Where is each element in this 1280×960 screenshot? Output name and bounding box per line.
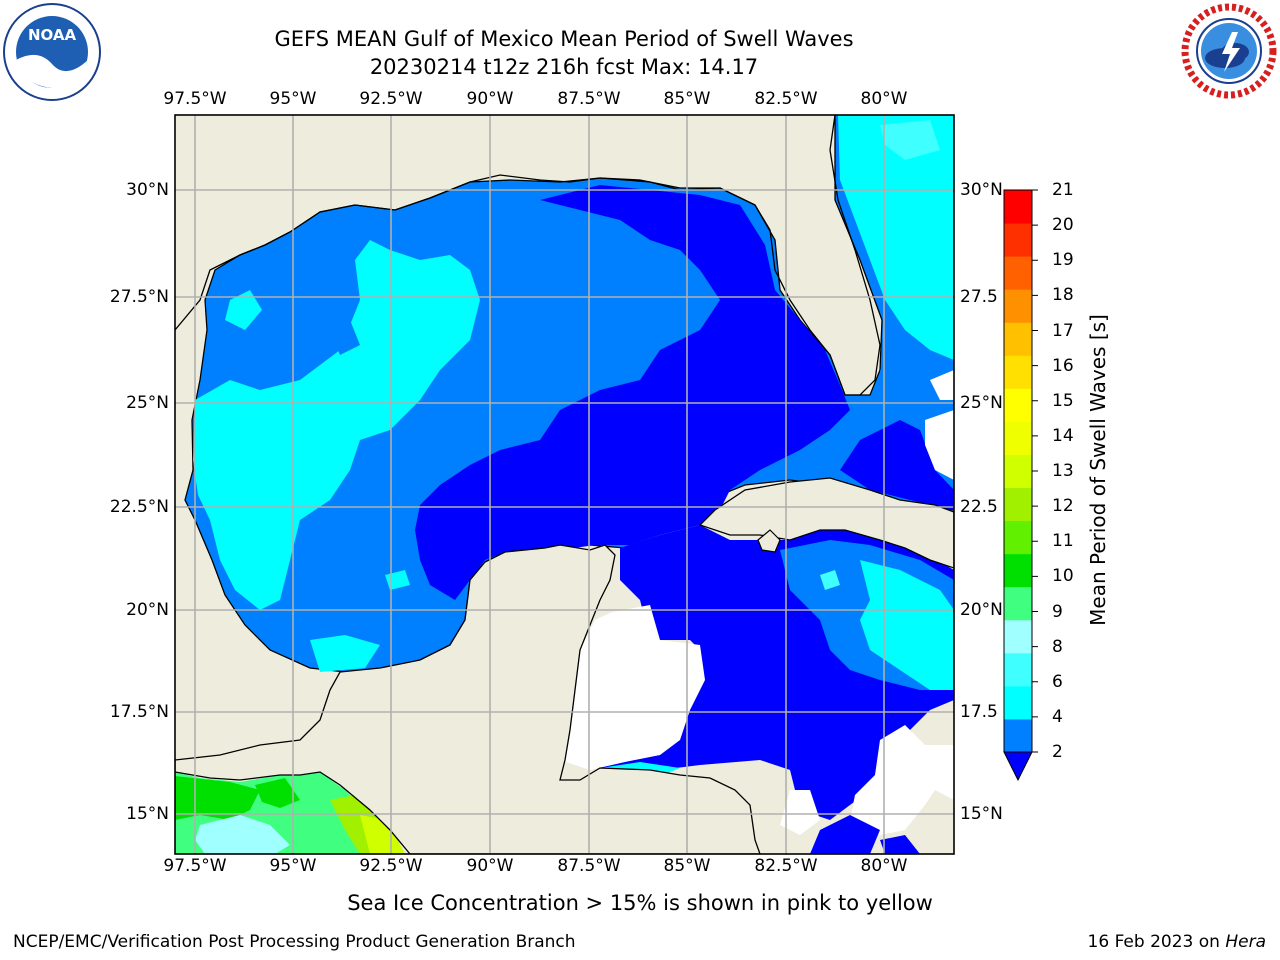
lon-label-top: 97.5°W bbox=[163, 89, 227, 109]
colorbar-swatch bbox=[1004, 586, 1032, 621]
colorbar-swatch bbox=[1004, 355, 1032, 389]
lat-label-left: 27.5°N bbox=[109, 287, 169, 307]
lat-label-right: 25°N bbox=[960, 393, 1003, 413]
colorbar-tick-label: 10 bbox=[1052, 566, 1074, 587]
lon-label-bottom: 95°W bbox=[269, 856, 317, 876]
colorbar-swatch bbox=[1004, 619, 1032, 654]
colorbar-tick-label: 19 bbox=[1052, 250, 1074, 271]
colorbar-tick-label: 2 bbox=[1052, 742, 1063, 762]
colorbar-tick-label: 6 bbox=[1052, 671, 1063, 692]
lon-label-top: 92.5°W bbox=[359, 89, 423, 109]
lon-label-bottom: 97.5°W bbox=[163, 856, 227, 876]
lat-label-left: 30°N bbox=[126, 180, 169, 200]
lon-label-bottom: 85°W bbox=[663, 856, 711, 876]
colorbar-tick-label: 21 bbox=[1052, 180, 1074, 200]
lon-label-top: 85°W bbox=[663, 89, 711, 109]
colorbar bbox=[1003, 189, 1038, 782]
colorbar-extend-triangle bbox=[1003, 751, 1033, 782]
lat-label-left: 22.5°N bbox=[109, 497, 169, 517]
map-frame bbox=[174, 114, 955, 855]
sea-ice-footnote: Sea Ice Concentration > 15% is shown in … bbox=[0, 891, 1280, 915]
lat-label-right: 22.5 bbox=[960, 497, 998, 517]
colorbar-swatch bbox=[1004, 652, 1032, 687]
graticule bbox=[175, 115, 954, 854]
colorbar-tick-label: 12 bbox=[1052, 496, 1074, 517]
lon-label-top: 80°W bbox=[860, 89, 908, 109]
lon-label-bottom: 87.5°W bbox=[557, 856, 621, 876]
colorbar-swatch bbox=[1004, 190, 1032, 224]
lat-label-right: 27.5 bbox=[960, 287, 998, 307]
lat-label-left: 15°N bbox=[126, 804, 169, 824]
colorbar-tick-label: 15 bbox=[1052, 390, 1074, 411]
yucatan-land bbox=[175, 544, 761, 854]
nws-logo bbox=[1180, 2, 1278, 100]
colorbar-tick-label: 18 bbox=[1052, 285, 1074, 306]
colorbar-tick-label: 9 bbox=[1052, 601, 1063, 622]
lon-label-bottom: 80°W bbox=[860, 856, 908, 876]
colorbar-tick-label: 11 bbox=[1052, 531, 1074, 552]
lat-label-right: 15°N bbox=[960, 804, 1003, 824]
colorbar-tick-label: 13 bbox=[1052, 461, 1074, 481]
lon-label-top: 90°W bbox=[466, 89, 514, 109]
colorbar-tick-label: 20 bbox=[1052, 215, 1074, 236]
colorbar-label: Mean Period of Swell Waves [s] bbox=[1086, 314, 1110, 626]
colorbar-swatch bbox=[1004, 223, 1032, 257]
colorbar-tick-label: 16 bbox=[1052, 355, 1074, 376]
colorbar-swatch bbox=[1004, 718, 1032, 753]
colorbar-swatch bbox=[1004, 685, 1032, 720]
lon-label-bottom: 90°W bbox=[466, 856, 514, 876]
lat-label-left: 17.5°N bbox=[109, 702, 169, 722]
lon-label-bottom: 82.5°W bbox=[754, 856, 818, 876]
dark-blue-region bbox=[415, 185, 850, 600]
colorbar-swatch bbox=[1004, 421, 1032, 455]
lat-label-right: 17.5 bbox=[960, 702, 998, 722]
chart-subtitle: 20230214 t12z 216h fcst Max: 14.17 bbox=[369, 55, 759, 79]
lat-label-left: 20°N bbox=[126, 600, 169, 620]
colorbar-swatch bbox=[1004, 520, 1032, 555]
lon-label-bottom: 92.5°W bbox=[359, 856, 423, 876]
lon-label-top: 87.5°W bbox=[557, 89, 621, 109]
credit-line: NCEP/EMC/Verification Post Processing Pr… bbox=[13, 932, 576, 952]
lat-label-left: 25°N bbox=[126, 393, 169, 413]
date-host: Hera bbox=[1225, 932, 1266, 952]
colorbar-swatch bbox=[1004, 289, 1032, 323]
colorbar-swatch bbox=[1004, 388, 1032, 422]
colorbar-swatch bbox=[1004, 454, 1032, 489]
colorbar-tick-label: 8 bbox=[1052, 636, 1063, 657]
colorbar-tick-label: 14 bbox=[1052, 425, 1074, 446]
colorbar-swatch bbox=[1004, 322, 1032, 356]
sea-ice-footnote-text: Sea Ice Concentration > 15% is shown in … bbox=[347, 891, 933, 915]
lat-label-right: 20°N bbox=[960, 600, 1003, 620]
cyan-region-west bbox=[193, 240, 480, 610]
noaa-logo-text: NOAA bbox=[28, 26, 77, 44]
colorbar-swatch bbox=[1004, 553, 1032, 588]
date-prefix: 16 Feb 2023 on bbox=[1087, 932, 1226, 952]
lon-label-top: 95°W bbox=[269, 89, 317, 109]
noaa-logo: NOAA bbox=[2, 2, 102, 102]
lat-label-right: 30°N bbox=[960, 180, 1003, 200]
cuba-land bbox=[698, 477, 954, 569]
colorbar-swatch bbox=[1004, 256, 1032, 290]
colorbar-swatch bbox=[1004, 487, 1032, 522]
colorbar-tick-label: 4 bbox=[1052, 706, 1063, 727]
date-line: 16 Feb 2023 on Hera bbox=[1088, 932, 1266, 952]
lon-label-top: 82.5°W bbox=[754, 89, 818, 109]
chart-title: GEFS MEAN Gulf of Mexico Mean Period of … bbox=[274, 27, 854, 51]
atlantic-cyan bbox=[838, 115, 954, 360]
colorbar-tick-label: 17 bbox=[1052, 320, 1074, 341]
